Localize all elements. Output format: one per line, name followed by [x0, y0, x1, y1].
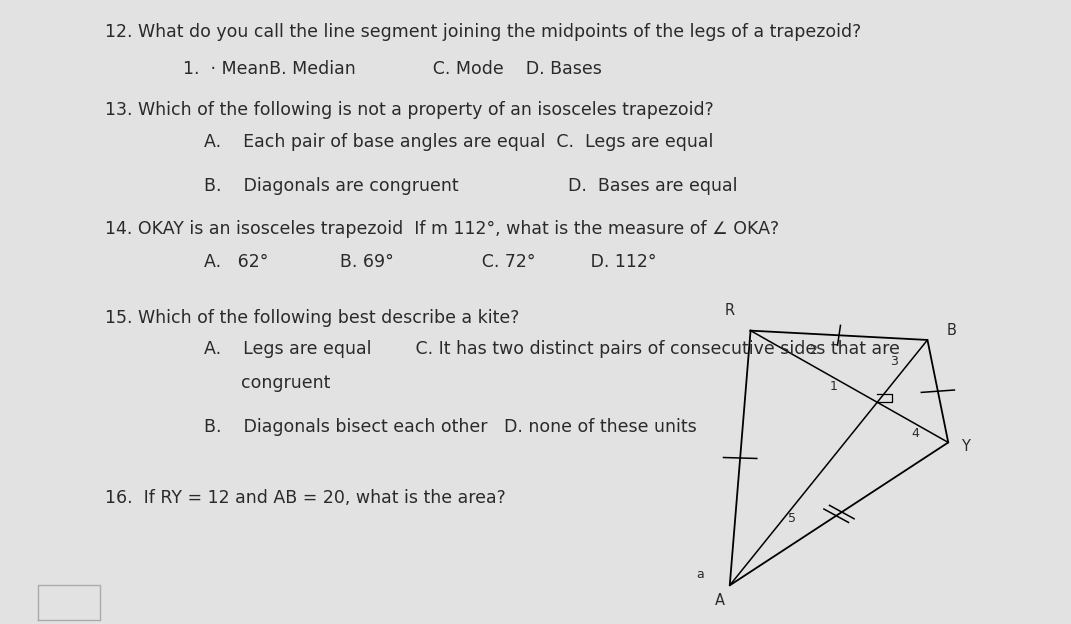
Text: 14. OKAY is an isosceles trapezoid  If m 112°, what is the measure of ∠ OKA?: 14. OKAY is an isosceles trapezoid If m … — [105, 220, 780, 238]
Text: 16.  If RY = 12 and AB = 20, what is the area?: 16. If RY = 12 and AB = 20, what is the … — [105, 489, 507, 507]
Text: A.    Legs are equal        C. It has two distinct pairs of consecutive sides th: A. Legs are equal C. It has two distinct… — [205, 340, 900, 358]
Text: A.   62°             B. 69°                C. 72°          D. 112°: A. 62° B. 69° C. 72° D. 112° — [205, 253, 657, 271]
Text: 2: 2 — [809, 344, 817, 357]
Text: 3: 3 — [890, 355, 899, 368]
Text: 13. Which of the following is not a property of an isosceles trapezoid?: 13. Which of the following is not a prop… — [105, 101, 714, 119]
Text: R: R — [725, 303, 735, 318]
Text: A.    Each pair of base angles are equal  C.  Legs are equal: A. Each pair of base angles are equal C.… — [205, 133, 713, 151]
Text: B.    Diagonals bisect each other   D. none of these units: B. Diagonals bisect each other D. none o… — [205, 417, 697, 436]
Text: 1.  · MeanB. Median              C. Mode    D. Bases: 1. · MeanB. Median C. Mode D. Bases — [183, 61, 602, 79]
Text: A: A — [714, 593, 725, 608]
Text: 1: 1 — [830, 380, 838, 393]
Text: 4: 4 — [911, 427, 919, 440]
Text: 5: 5 — [788, 512, 796, 525]
Text: Y: Y — [961, 439, 969, 454]
Text: D.  Bases are equal: D. Bases are equal — [569, 177, 738, 195]
Text: B.    Diagonals are congruent: B. Diagonals are congruent — [205, 177, 458, 195]
Text: 15. Which of the following best describe a kite?: 15. Which of the following best describe… — [105, 309, 519, 327]
Text: B: B — [946, 323, 956, 338]
Text: a: a — [697, 568, 705, 581]
Text: 12. What do you call the line segment joining the midpoints of the legs of a tra: 12. What do you call the line segment jo… — [105, 23, 862, 41]
Text: congruent: congruent — [241, 374, 330, 392]
